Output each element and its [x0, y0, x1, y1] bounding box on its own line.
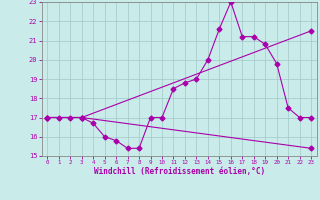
X-axis label: Windchill (Refroidissement éolien,°C): Windchill (Refroidissement éolien,°C) — [94, 167, 265, 176]
